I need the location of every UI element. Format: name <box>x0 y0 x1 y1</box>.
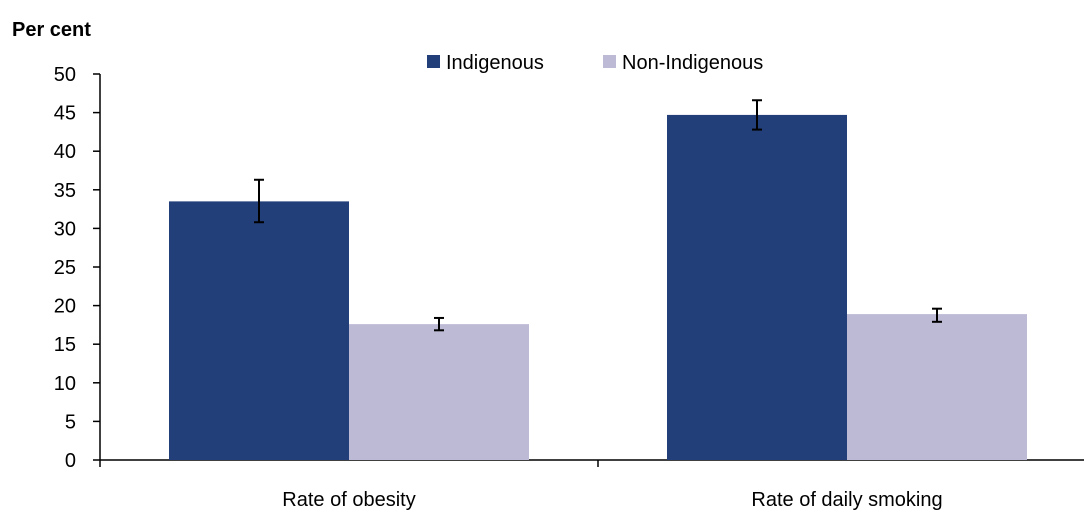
y-tick-label: 30 <box>54 218 76 240</box>
bar-indigenous <box>667 114 847 460</box>
y-tick-label: 0 <box>65 450 76 472</box>
legend: Indigenous Non-Indigenous <box>427 52 763 74</box>
y-tick-label: 50 <box>54 64 76 86</box>
legend-label: Indigenous <box>446 52 544 74</box>
y-tick-label: 15 <box>54 334 76 356</box>
error-bar <box>932 307 942 323</box>
y-tick-label: 45 <box>54 103 76 125</box>
y-tick-label: 40 <box>54 141 76 163</box>
x-axis: Rate of obesity Rate of daily smoking <box>99 459 1084 511</box>
x-category-label: Rate of obesity <box>282 489 415 511</box>
y-tick-label: 5 <box>65 411 76 433</box>
y-tick-label: 10 <box>54 373 76 395</box>
legend-label: Non-Indigenous <box>622 52 763 74</box>
bars <box>169 114 1027 460</box>
error-bars <box>254 99 942 332</box>
error-bar <box>434 316 444 332</box>
x-category-label: Rate of daily smoking <box>751 489 942 511</box>
y-tick-label: 35 <box>54 180 76 202</box>
bar-non-indigenous <box>847 314 1027 460</box>
y-axis: 0 5 10 15 20 25 30 35 40 45 50 <box>54 64 101 472</box>
bar-non-indigenous <box>349 324 529 460</box>
legend-swatch <box>427 55 440 68</box>
y-axis-label: Per cent <box>12 19 91 41</box>
y-tick-label: 25 <box>54 257 76 279</box>
legend-swatch <box>603 55 616 68</box>
error-bar <box>254 178 264 224</box>
y-tick-label: 20 <box>54 296 76 318</box>
bar-indigenous <box>169 201 349 460</box>
error-bar <box>752 99 762 131</box>
